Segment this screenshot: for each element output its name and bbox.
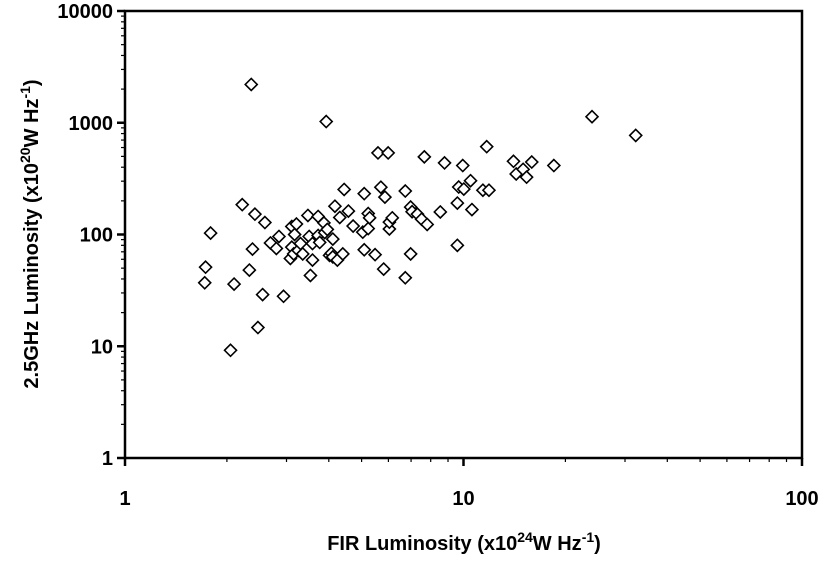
data-point — [312, 235, 327, 250]
data-point — [327, 199, 343, 214]
data-point — [362, 210, 377, 225]
data-point — [332, 210, 347, 225]
data-point — [345, 218, 361, 234]
data-point — [479, 139, 494, 154]
data-point — [289, 216, 304, 232]
data-point — [247, 207, 263, 222]
data-point — [628, 128, 643, 143]
data-point — [223, 343, 238, 358]
data-point — [584, 109, 600, 124]
x-axis-title-post: ) — [594, 533, 601, 555]
data-point — [546, 158, 561, 173]
data-point — [319, 114, 334, 129]
x-axis-title: FIR Luminosity (x1024W Hz-1) — [327, 529, 601, 555]
data-point — [524, 154, 539, 170]
data-point — [357, 186, 372, 201]
data-point — [337, 182, 352, 197]
x-axis-title-sup1: 24 — [517, 529, 533, 545]
data-point — [257, 215, 273, 230]
data-point — [276, 289, 291, 304]
data-point — [271, 229, 287, 244]
y-tick-label: 1 — [102, 448, 113, 470]
data-point — [377, 189, 393, 205]
x-axis-ticks: 1 10 100 — [119, 458, 819, 510]
y-tick-label: 1000 — [69, 113, 114, 135]
data-point — [437, 155, 452, 171]
data-point — [455, 158, 470, 173]
data-point — [198, 260, 213, 275]
data-point — [370, 145, 386, 161]
y-axis-ticks: 1 10 100 1000 10000 — [57, 1, 125, 470]
data-point — [403, 246, 418, 262]
data-point — [295, 246, 310, 262]
data-point — [456, 181, 471, 197]
y-axis-title-sup2: -1 — [17, 86, 33, 99]
data-point — [244, 77, 259, 92]
y-tick-label: 10 — [91, 336, 113, 358]
data-point — [287, 227, 302, 242]
data-point — [420, 217, 435, 232]
data-point — [450, 195, 465, 211]
data-point — [398, 183, 413, 199]
x-tick-label: 1 — [119, 488, 130, 510]
data-point — [398, 270, 413, 285]
x-tick-label: 100 — [785, 488, 818, 510]
data-point — [463, 173, 478, 188]
y-axis-title: 2.5GHz Luminosity (x1020W Hz-1) — [17, 79, 43, 388]
data-point — [255, 287, 270, 302]
y-axis-title-post: ) — [21, 79, 43, 86]
data-point — [481, 183, 497, 198]
y-axis-title-pre: 2.5GHz Luminosity (x10 — [21, 163, 43, 389]
data-point — [300, 208, 316, 223]
data-point — [197, 275, 212, 290]
y-axis-title-mid: W Hz — [21, 99, 43, 148]
plot-area — [123, 9, 804, 460]
data-point — [235, 197, 250, 212]
data-point — [519, 170, 534, 185]
data-point — [381, 145, 396, 161]
data-point — [361, 221, 376, 236]
y-tick-label: 100 — [80, 225, 113, 247]
data-point — [373, 180, 388, 195]
data-point — [385, 210, 400, 225]
data-point — [203, 225, 218, 241]
data-point — [226, 276, 242, 292]
data-point — [464, 202, 480, 217]
data-point — [245, 241, 260, 257]
data-point — [357, 242, 372, 257]
data-point — [250, 320, 266, 335]
data-point — [269, 241, 284, 256]
data-point — [335, 246, 350, 262]
data-point — [417, 149, 432, 165]
data-point — [367, 247, 383, 262]
x-tick-label: 10 — [452, 488, 474, 510]
data-point — [242, 262, 257, 278]
data-point — [303, 268, 318, 283]
data-point — [320, 222, 335, 237]
data-point — [433, 204, 448, 220]
data-point — [450, 238, 465, 253]
data-point — [325, 231, 340, 247]
data-point — [376, 261, 391, 277]
data-point — [506, 154, 521, 169]
data-points — [197, 77, 643, 358]
data-point — [341, 203, 356, 219]
x-axis-title-pre: FIR Luminosity (x10 — [327, 533, 517, 555]
x-axis-title-sup2: -1 — [582, 529, 595, 545]
y-axis-title-sup1: 20 — [17, 147, 33, 163]
x-axis-title-mid: W Hz — [533, 533, 582, 555]
data-point — [305, 252, 320, 268]
y-tick-label: 10000 — [57, 1, 113, 23]
